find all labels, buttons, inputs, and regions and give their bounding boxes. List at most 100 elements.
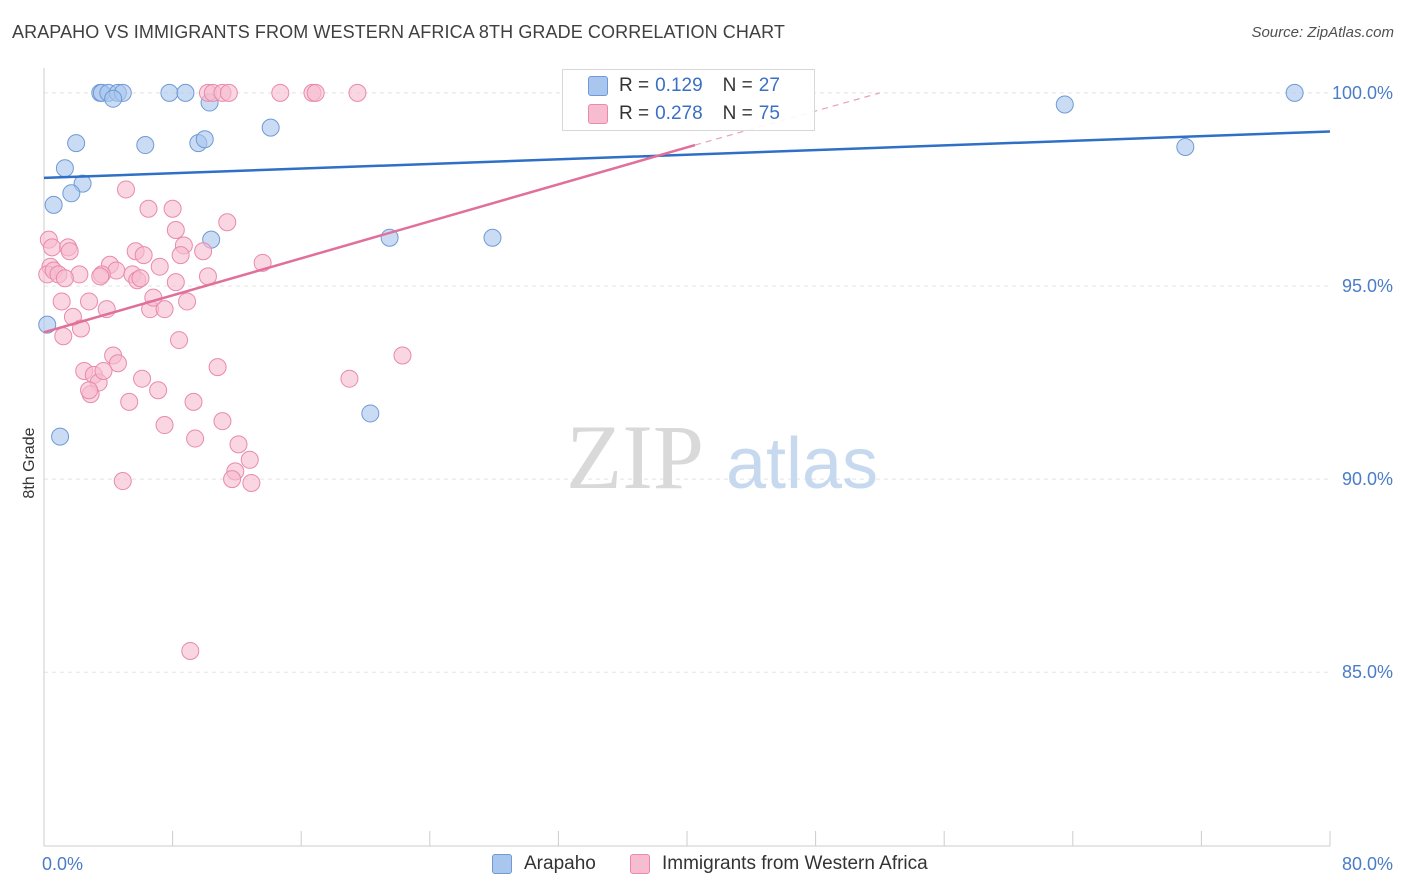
point-arapaho (1055, 95, 1074, 114)
legend-label-western-africa: Immigrants from Western Africa (662, 853, 928, 874)
point-arapaho (104, 89, 123, 108)
point-western-africa (208, 358, 227, 377)
point-western-africa (155, 416, 174, 435)
y-tick-label: 100.0% (1332, 83, 1393, 103)
legend: Arapaho Immigrants from Western Africa (0, 850, 1406, 880)
stats-n-label: N = (722, 103, 753, 124)
legend-label-arapaho: Arapaho (524, 853, 596, 874)
point-arapaho (44, 195, 63, 214)
point-western-africa (71, 319, 90, 338)
point-western-africa (52, 292, 71, 311)
trend-line-western-africa (43, 143, 696, 334)
point-western-africa (306, 83, 325, 102)
point-arapaho (38, 315, 57, 334)
point-arapaho (1285, 83, 1304, 102)
watermark-atlas: atlas (726, 424, 878, 504)
point-western-africa (194, 242, 213, 261)
stats-r-value: 0.278 (655, 103, 703, 124)
legend-swatch-western-africa (630, 854, 650, 874)
point-western-africa (55, 269, 74, 288)
grid-lines (44, 92, 1330, 673)
point-arapaho (136, 136, 155, 155)
y-tick-label: 95.0% (1342, 276, 1393, 296)
source-label: Source: ZipAtlas.com (1251, 24, 1394, 41)
stats-row-western-africa: R = 0.278 N = 75 (588, 101, 780, 127)
point-western-africa (43, 238, 62, 257)
point-arapaho (62, 184, 81, 203)
chart-title: ARAPAHO VS IMMIGRANTS FROM WESTERN AFRIC… (12, 22, 785, 42)
point-arapaho (67, 134, 86, 153)
point-western-africa (171, 246, 190, 265)
legend-item-western-africa[interactable]: Immigrants from Western Africa (630, 853, 928, 875)
stats-n-value: 27 (758, 75, 780, 96)
point-western-africa (178, 292, 197, 311)
point-western-africa (94, 361, 113, 380)
point-western-africa (393, 346, 412, 365)
x-tick-label: 80.0% (1342, 854, 1393, 874)
stats-r-value: 0.129 (655, 75, 703, 96)
stats-r-label: R = (619, 103, 650, 124)
stats-swatch-arapaho (588, 76, 608, 96)
point-western-africa (163, 199, 182, 218)
point-western-africa (181, 641, 200, 660)
stats-n-value: 75 (758, 103, 780, 124)
point-western-africa (271, 83, 290, 102)
point-western-africa (149, 381, 168, 400)
point-western-africa (218, 213, 237, 232)
axes (43, 68, 1331, 847)
point-western-africa (240, 450, 259, 469)
point-western-africa (166, 273, 185, 292)
point-arapaho (261, 118, 280, 137)
stats-n-label: N = (722, 75, 753, 96)
data-points (38, 83, 1304, 660)
point-arapaho (195, 130, 214, 149)
point-western-africa (54, 327, 73, 346)
trend-lines (43, 92, 1331, 334)
point-western-africa (186, 429, 205, 448)
point-western-africa (213, 412, 232, 431)
point-western-africa (60, 242, 79, 261)
point-arapaho (160, 83, 179, 102)
trend-line-arapaho (43, 130, 1331, 180)
tick-labels: 85.0% 90.0% 95.0% 100.0% 0.0% 80.0% (42, 83, 1393, 874)
watermark-zip: ZIP (566, 406, 704, 508)
point-western-africa (348, 83, 367, 102)
legend-item-arapaho[interactable]: Arapaho (492, 853, 596, 875)
point-western-africa (150, 257, 169, 276)
point-western-africa (229, 435, 248, 454)
point-western-africa (242, 473, 261, 492)
point-western-africa (155, 300, 174, 319)
point-western-africa (116, 180, 135, 199)
stats-box: R = 0.129 N = 27 R = 0.278 N = 75 (562, 69, 815, 131)
point-western-africa (80, 381, 99, 400)
legend-swatch-arapaho (492, 854, 512, 874)
point-western-africa (120, 392, 139, 411)
stats-r-label: R = (619, 75, 650, 96)
x-tick-label: 0.0% (42, 854, 83, 874)
point-western-africa (223, 470, 242, 489)
point-arapaho (176, 83, 195, 102)
point-arapaho (1176, 137, 1195, 156)
point-western-africa (166, 221, 185, 239)
point-arapaho (55, 159, 74, 178)
stats-row-arapaho: R = 0.129 N = 27 (588, 73, 780, 99)
point-arapaho (51, 427, 70, 446)
point-western-africa (170, 331, 189, 350)
point-western-africa (134, 246, 153, 265)
y-tick-label: 90.0% (1342, 469, 1393, 489)
point-arapaho (483, 228, 502, 247)
point-western-africa (139, 199, 158, 218)
point-western-africa (131, 269, 150, 288)
point-western-africa (184, 392, 203, 411)
point-western-africa (133, 369, 152, 388)
point-western-africa (80, 292, 99, 311)
point-western-africa (219, 83, 238, 102)
y-tick-label: 85.0% (1342, 662, 1393, 682)
y-axis-label: 8th Grade (21, 427, 38, 498)
point-western-africa (108, 354, 127, 373)
point-western-africa (91, 267, 110, 286)
stats-swatch-western-africa (588, 104, 608, 124)
point-arapaho (361, 404, 380, 423)
point-western-africa (113, 472, 132, 491)
